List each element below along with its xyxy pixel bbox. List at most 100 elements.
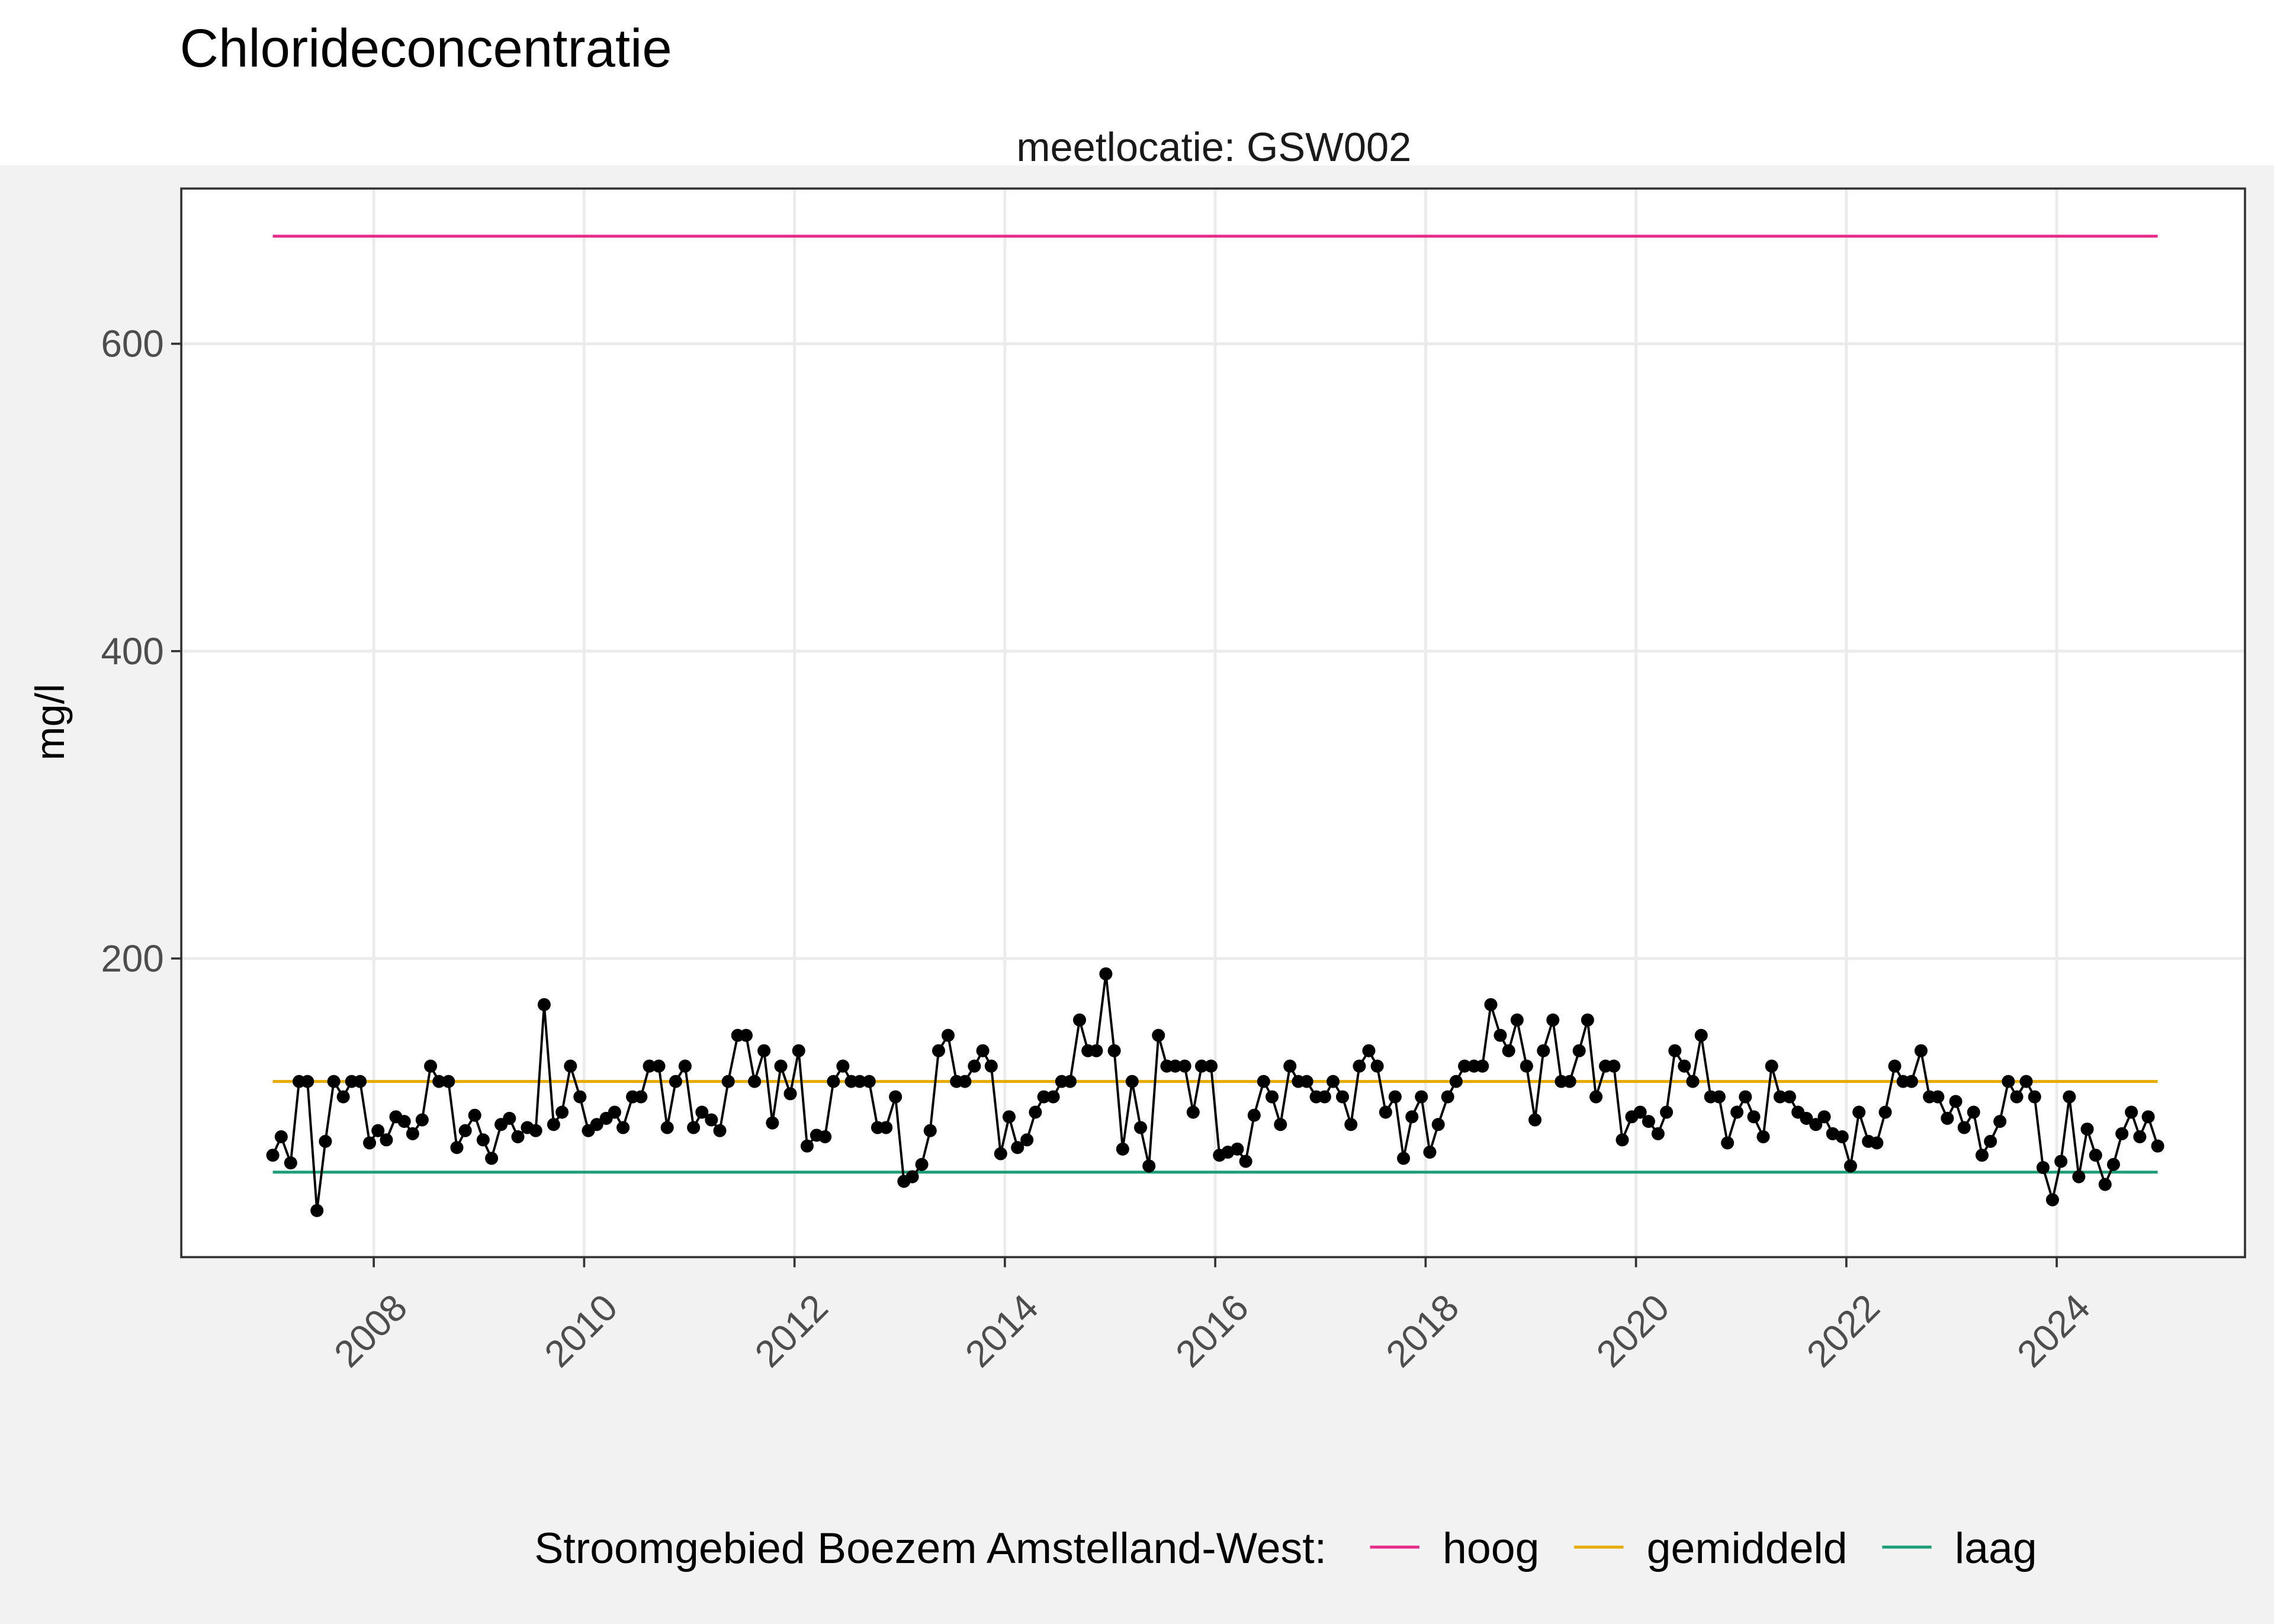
data-point [2133, 1130, 2147, 1144]
data-point [2036, 1160, 2050, 1175]
x-tick-label: 2014 [958, 1287, 1046, 1375]
data-point [1318, 1090, 1331, 1104]
data-point [564, 1059, 577, 1073]
data-point [1239, 1155, 1252, 1168]
data-point [458, 1124, 472, 1137]
data-point [424, 1059, 438, 1073]
legend-title: Stroomgebied Boezem Amstelland-West: [534, 1523, 1326, 1572]
data-point [1878, 1105, 1892, 1119]
data-point [783, 1087, 797, 1101]
data-point [371, 1124, 385, 1137]
data-point [2028, 1090, 2041, 1104]
data-point [1326, 1075, 1340, 1088]
data-point [406, 1127, 419, 1140]
data-point [1967, 1105, 1980, 1119]
data-point [1581, 1013, 1594, 1027]
data-point [713, 1124, 727, 1137]
data-point [1142, 1159, 1156, 1173]
x-tick-label: 2012 [747, 1287, 836, 1375]
data-point [1195, 1059, 1209, 1073]
data-point [1589, 1090, 1603, 1104]
data-point [608, 1105, 621, 1119]
data-point [721, 1075, 735, 1088]
data-point [2002, 1075, 2015, 1088]
data-point [529, 1124, 542, 1137]
data-point [1344, 1118, 1358, 1131]
legend-label: laag [1955, 1523, 2037, 1572]
data-point [1870, 1136, 1884, 1150]
data-point [1888, 1059, 1902, 1073]
data-point [432, 1075, 446, 1088]
data-point [1957, 1121, 1971, 1134]
data-point [766, 1116, 779, 1130]
data-point [2141, 1110, 2155, 1124]
data-point [1721, 1136, 1735, 1150]
data-point [2089, 1149, 2102, 1162]
data-point [1694, 1028, 1708, 1042]
data-point [1502, 1044, 1515, 1057]
data-point [1423, 1146, 1437, 1159]
data-point [1125, 1075, 1139, 1088]
data-point [1283, 1059, 1297, 1073]
data-point [1993, 1115, 2007, 1128]
data-point [1266, 1090, 1279, 1104]
data-point [1441, 1090, 1454, 1104]
data-point [1011, 1141, 1024, 1155]
data-point [1388, 1090, 1402, 1104]
data-point [1274, 1118, 1287, 1131]
data-point [1336, 1090, 1350, 1104]
data-point [1730, 1105, 1744, 1119]
data-point [889, 1090, 902, 1104]
data-point [1231, 1142, 1244, 1156]
data-point [2115, 1127, 2129, 1140]
data-point [1247, 1108, 1261, 1122]
data-point [363, 1136, 377, 1150]
data-point [319, 1134, 332, 1148]
data-point [397, 1115, 411, 1128]
data-point [1415, 1090, 1428, 1104]
data-point [1949, 1095, 1963, 1108]
data-point [1370, 1059, 1384, 1073]
data-point [862, 1075, 876, 1088]
data-point [879, 1121, 893, 1134]
y-axis-label: mg/l [27, 684, 73, 761]
data-point [415, 1113, 429, 1127]
data-point [941, 1028, 955, 1042]
data-point [976, 1044, 990, 1057]
data-point [1257, 1075, 1270, 1088]
data-point [1678, 1059, 1691, 1073]
data-point [1449, 1075, 1463, 1088]
data-point [1107, 1044, 1121, 1057]
data-point [1537, 1044, 1550, 1057]
data-point [1029, 1105, 1042, 1119]
data-point [818, 1130, 832, 1144]
data-point [1642, 1115, 1655, 1128]
data-point [2106, 1157, 2121, 1171]
panel-border [180, 187, 2246, 1259]
data-point [1431, 1118, 1445, 1131]
data-point [616, 1121, 630, 1134]
data-point [1458, 1059, 1472, 1073]
data-point [1099, 967, 1113, 980]
data-point [1116, 1142, 1129, 1156]
y-tick-label: 200 [101, 938, 164, 980]
data-point [1660, 1105, 1674, 1119]
data-point [310, 1204, 324, 1217]
data-point [853, 1075, 866, 1088]
data-point [792, 1044, 805, 1057]
data-point [573, 1090, 587, 1104]
data-point [836, 1059, 850, 1073]
data-point [660, 1121, 674, 1134]
data-point [1510, 1013, 1524, 1027]
data-point [354, 1075, 367, 1088]
data-point [1020, 1133, 1034, 1147]
data-point [274, 1130, 288, 1144]
data-point [2010, 1090, 2024, 1104]
data-point [1405, 1110, 1419, 1124]
data-point [327, 1075, 341, 1088]
data-point [1914, 1044, 1928, 1057]
data-point [476, 1133, 490, 1147]
data-point [485, 1152, 499, 1165]
data-point [1090, 1044, 1103, 1057]
